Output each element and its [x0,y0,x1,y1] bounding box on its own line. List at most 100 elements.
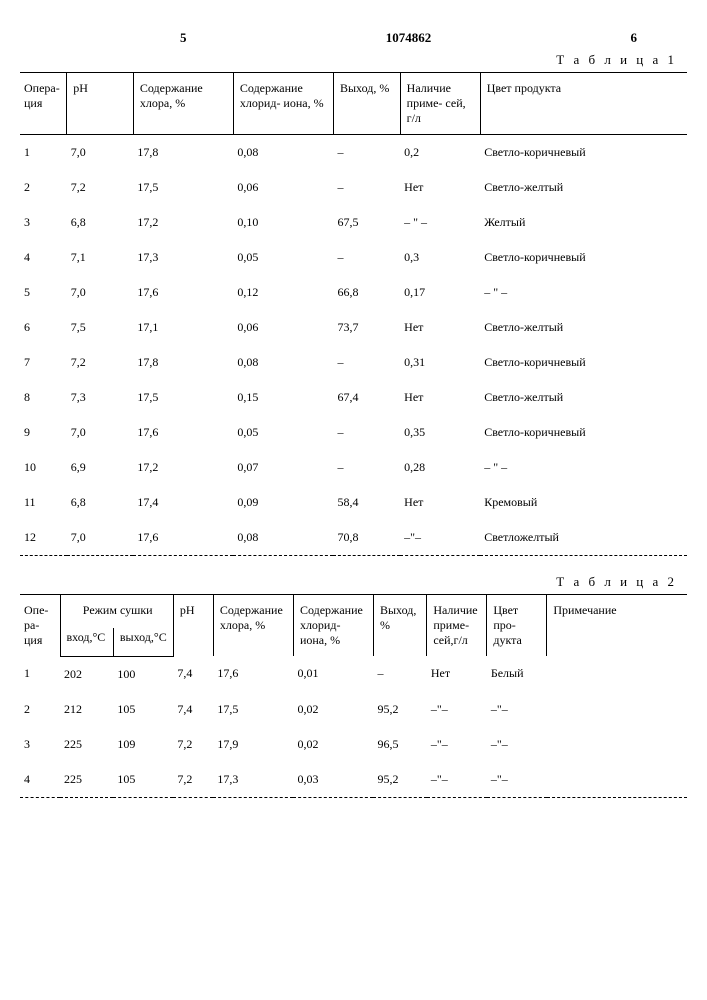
cell: Желтый [480,205,687,240]
cell: 202 [60,656,113,692]
th-chlorid: Содержание хлорид- иона, % [233,73,333,135]
t2-th-chlor: Содержание хлора, % [213,595,293,657]
table-row: 127,017,60,0870,8–"–Светложелтый [20,520,687,556]
cell: 7,0 [67,415,134,450]
cell [547,692,687,727]
cell: 6 [20,310,67,345]
cell: Светло-желтый [480,310,687,345]
cell: Светло-желтый [480,170,687,205]
cell: 0,09 [233,485,333,520]
cell: 7 [20,345,67,380]
t2-th-op: Опе- ра- ция [20,595,60,657]
cell: 0,15 [233,380,333,415]
cell: 0,06 [233,170,333,205]
cell: 1 [20,135,67,171]
cell: 66,8 [333,275,400,310]
cell [547,762,687,798]
cell: 17,6 [133,275,233,310]
header-center: 1074862 [386,30,432,46]
t2-th-yield: Выход, % [373,595,426,657]
cell: 109 [113,727,173,762]
cell: 96,5 [373,727,426,762]
cell: – [333,240,400,275]
cell: Белый [487,656,547,692]
cell: 0,08 [233,135,333,171]
cell: 1 [20,656,60,692]
cell: 17,6 [213,656,293,692]
th-chlor: Содержание хлора, % [133,73,233,135]
cell: –"– [427,762,487,798]
table-row: 12021007,417,60,01–НетБелый [20,656,687,692]
cell: 0,06 [233,310,333,345]
cell: 5 [20,275,67,310]
cell: 105 [113,692,173,727]
cell: 7,1 [67,240,134,275]
cell: 8 [20,380,67,415]
cell: – " – [480,450,687,485]
t2-th-regime: Режим сушки [60,595,173,628]
cell: 6,8 [67,485,134,520]
table-row: 57,017,60,1266,80,17– " – [20,275,687,310]
cell: –"– [427,692,487,727]
cell: 95,2 [373,692,426,727]
table2-caption: Т а б л и ц а 2 [20,574,677,590]
t2-th-out: выход,°С [113,628,173,656]
cell: 67,4 [333,380,400,415]
table-row: 67,517,10,0673,7НетСветло-желтый [20,310,687,345]
cell: Нет [427,656,487,692]
t2-th-in: вход,°С [60,628,113,656]
cell: 7,0 [67,520,134,556]
cell: 3 [20,727,60,762]
cell [547,656,687,692]
cell: 7,2 [67,170,134,205]
cell: Кремовый [480,485,687,520]
cell: 17,4 [133,485,233,520]
table1-caption: Т а б л и ц а 1 [20,52,677,68]
cell: Светло-желтый [480,380,687,415]
cell: – " – [400,205,480,240]
cell: 17,1 [133,310,233,345]
cell: 7,5 [67,310,134,345]
cell: 7,2 [173,727,213,762]
cell: 10 [20,450,67,485]
th-op: Опера- ция [20,73,67,135]
cell: 2 [20,692,60,727]
cell: 7,2 [173,762,213,798]
cell: –"– [427,727,487,762]
cell: 73,7 [333,310,400,345]
cell [547,727,687,762]
table-row: 27,217,50,06–НетСветло-желтый [20,170,687,205]
th-color: Цвет продукта [480,73,687,135]
cell: Нет [400,380,480,415]
table-row: 106,917,20,07–0,28– " – [20,450,687,485]
cell: –"– [487,762,547,798]
cell: 225 [60,762,113,798]
header-right: 6 [631,30,638,46]
table2: Опе- ра- ция Режим сушки pH Содержание х… [20,594,687,798]
cell: 0,03 [293,762,373,798]
cell: 0,2 [400,135,480,171]
cell: 0,02 [293,692,373,727]
cell: 17,6 [133,415,233,450]
cell: Нет [400,170,480,205]
table1-header-row: Опера- ция pH Содержание хлора, % Содерж… [20,73,687,135]
cell: – [333,170,400,205]
cell: 0,01 [293,656,373,692]
cell: 70,8 [333,520,400,556]
cell: 0,35 [400,415,480,450]
cell: 17,5 [213,692,293,727]
table-row: 47,117,30,05–0,3Светло-коричневый [20,240,687,275]
cell: Светло-коричневый [480,415,687,450]
cell: – [333,345,400,380]
table-row: 32251097,217,90,0296,5–"––"– [20,727,687,762]
cell: – [333,415,400,450]
cell: –"– [400,520,480,556]
t2-th-color: Цвет про- дукта [487,595,547,657]
cell: 0,05 [233,240,333,275]
cell: 6,9 [67,450,134,485]
t2-th-ph: pH [173,595,213,657]
t2-th-note: Примечание [547,595,687,657]
table-row: 36,817,20,1067,5– " –Желтый [20,205,687,240]
cell: 0,05 [233,415,333,450]
cell: 225 [60,727,113,762]
